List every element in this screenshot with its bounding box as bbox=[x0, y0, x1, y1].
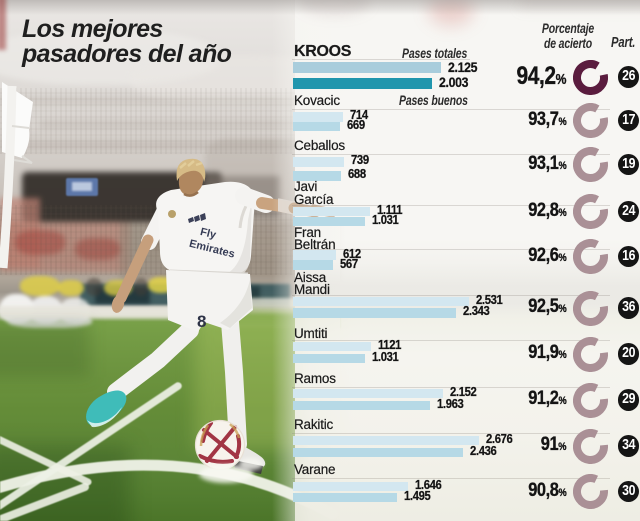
svg-text:8: 8 bbox=[197, 312, 206, 331]
svg-text:Fly: Fly bbox=[199, 226, 218, 242]
